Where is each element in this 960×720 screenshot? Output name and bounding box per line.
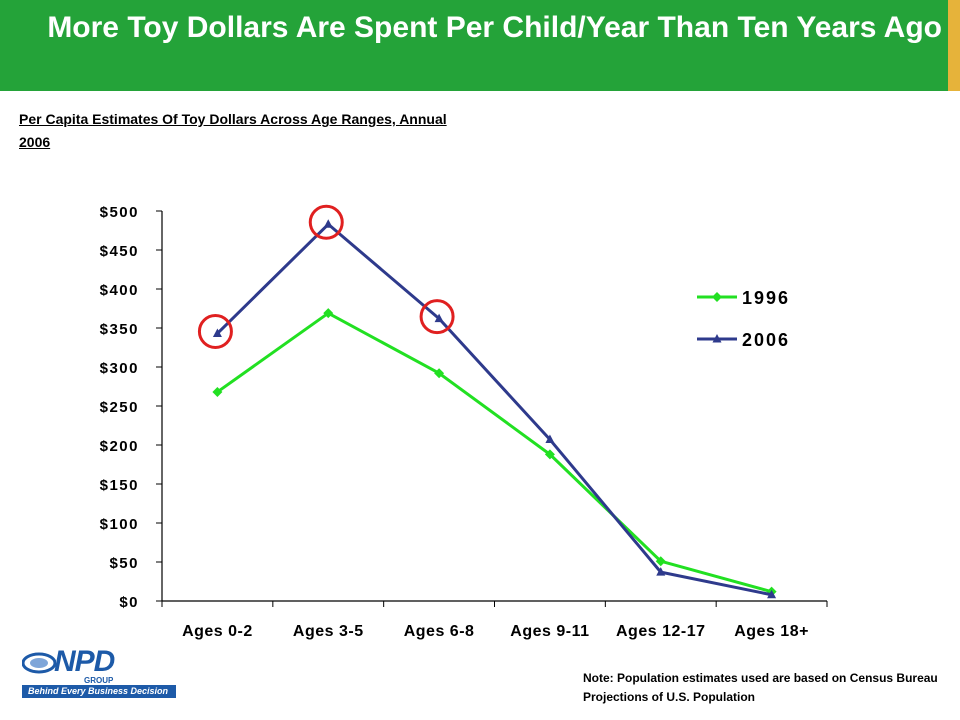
x-tick-label: Ages 0-2 <box>182 623 253 640</box>
y-tick-label: $300 <box>100 360 139 377</box>
y-tick-label: $500 <box>100 204 139 221</box>
x-tick-label: Ages 18+ <box>734 623 809 640</box>
highlight-circle <box>419 299 455 335</box>
highlight-circle <box>308 204 344 240</box>
legend-label: 1996 <box>742 288 790 308</box>
y-tick-label: $250 <box>100 399 139 416</box>
chart-subtitle-text: Per Capita Estimates Of Toy Dollars Acro… <box>19 111 447 150</box>
logo-swoosh-icon <box>22 652 56 674</box>
x-tick-label: Ages 9-11 <box>510 623 589 640</box>
series-line-1996 <box>216 311 772 594</box>
chart-subtitle: Per Capita Estimates Of Toy Dollars Acro… <box>19 108 459 154</box>
data-point-1996 <box>434 368 445 379</box>
legend-marker-2006 <box>712 334 722 343</box>
y-tick-label: $450 <box>100 243 139 260</box>
x-tick-label: Ages 6-8 <box>404 623 475 640</box>
y-tick-label: $150 <box>100 477 139 494</box>
header-accent-stripe <box>948 0 960 91</box>
data-point-2006 <box>545 434 555 444</box>
data-point-1996 <box>655 556 666 567</box>
data-point-2006 <box>323 219 333 228</box>
data-point-2006 <box>434 313 444 323</box>
data-point-2006 <box>212 328 222 337</box>
y-tick-label: $100 <box>100 516 139 533</box>
legend-label: 2006 <box>742 330 790 350</box>
logo-group-label: GROUP <box>84 676 114 685</box>
data-point-1996 <box>212 386 223 397</box>
logo-tagline: Behind Every Business Decision <box>22 685 176 698</box>
y-tick-label: $0 <box>119 594 139 611</box>
y-tick-label: $200 <box>100 438 139 455</box>
series-line-2006 <box>216 222 772 597</box>
data-point-1996 <box>323 308 334 319</box>
logo-wordmark: NPD <box>54 645 115 678</box>
page-title: More Toy Dollars Are Spent Per Child/Yea… <box>47 11 942 44</box>
x-tick-label: Ages 3-5 <box>293 623 364 640</box>
y-tick-label: $400 <box>100 282 139 299</box>
header-bar <box>0 0 948 91</box>
footnote: Note: Population estimates used are base… <box>583 671 938 704</box>
data-point-1996 <box>544 449 555 460</box>
y-tick-label: $50 <box>109 555 139 572</box>
data-point-2006 <box>767 589 777 599</box>
x-tick-label: Ages 12-17 <box>616 623 706 640</box>
highlight-circle <box>197 313 233 349</box>
y-tick-label: $350 <box>100 321 139 338</box>
data-point-2006 <box>656 567 666 576</box>
npd-logo: NPD GROUP Behind Every Business Decision <box>22 646 192 706</box>
legend-marker-1996 <box>712 292 722 302</box>
